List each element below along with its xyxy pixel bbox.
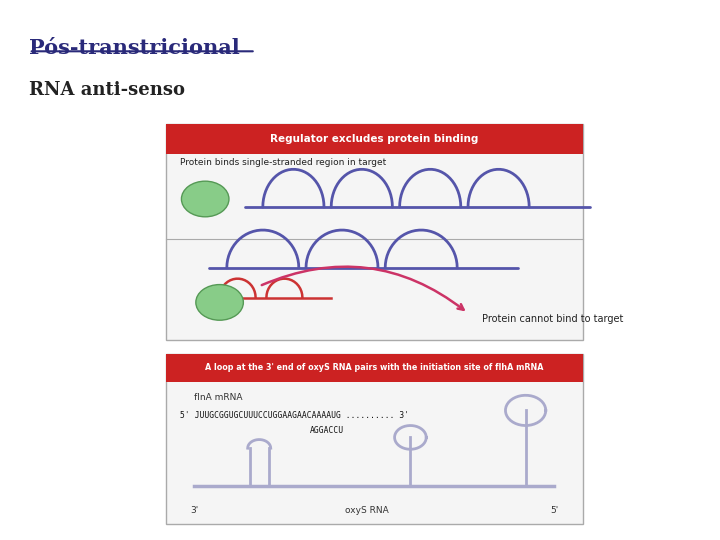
Text: 3': 3' [190, 506, 199, 515]
Text: AGGACCU: AGGACCU [310, 426, 343, 435]
Text: flnA mRNA: flnA mRNA [194, 393, 243, 402]
Text: Pós-transtricional: Pós-transtricional [29, 38, 240, 58]
Text: oxyS RNA: oxyS RNA [346, 506, 389, 515]
Bar [166, 124, 583, 154]
FancyBboxPatch shape [166, 124, 583, 340]
Circle shape [196, 285, 243, 320]
Text: 5' JUUGCGGUGCUUUCCUGGAAGAACAAAAUG .......... 3': 5' JUUGCGGUGCUUUCCUGGAAGAACAAAAUG ......… [180, 411, 409, 421]
FancyBboxPatch shape [166, 354, 583, 524]
Text: A loop at the 3' end of oxyS RNA pairs with the initiation site of flhA mRNA: A loop at the 3' end of oxyS RNA pairs w… [205, 363, 544, 372]
Text: Protein cannot bind to target: Protein cannot bind to target [482, 314, 624, 323]
Circle shape [181, 181, 229, 217]
Text: Regulator excludes protein binding: Regulator excludes protein binding [270, 134, 479, 144]
Text: RNA anti-senso: RNA anti-senso [29, 81, 185, 99]
Text: 5': 5' [550, 506, 559, 515]
Bar [166, 354, 583, 382]
Text: Protein binds single-stranded region in target: Protein binds single-stranded region in … [180, 158, 386, 167]
